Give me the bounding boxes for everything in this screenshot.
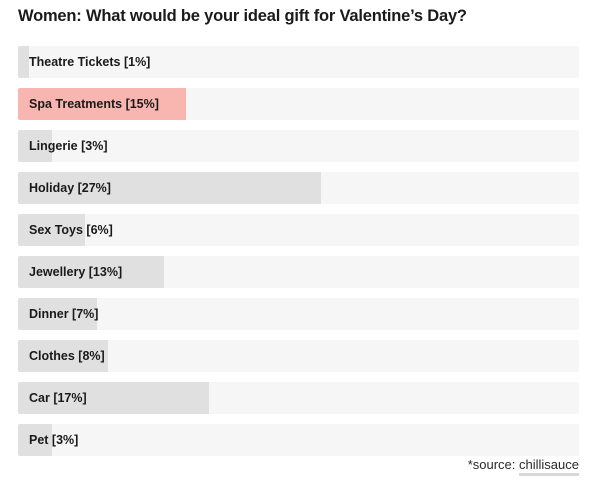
- bar-holiday: [18, 172, 321, 204]
- bar-sex-toys: [18, 214, 85, 246]
- bar-row-lingerie: Lingerie [3%]: [18, 130, 579, 162]
- bar-row-clothes: Clothes [8%]: [18, 340, 579, 372]
- bar-label-lingerie: Lingerie [3%]: [29, 139, 108, 153]
- bar-pet: [18, 424, 52, 456]
- bar-car: [18, 382, 209, 414]
- bar-jewellery: [18, 256, 164, 288]
- chart-title: Women: What would be your ideal gift for…: [18, 7, 467, 25]
- bar-list: Theatre Tickets [1%] Spa Treatments [15%]…: [18, 46, 579, 466]
- bar-spa-treatments: [18, 88, 186, 120]
- bar-row-jewellery: Jewellery [13%]: [18, 256, 579, 288]
- bar-label-spa-treatments: Spa Treatments [15%]: [29, 97, 159, 111]
- bar-label-sex-toys: Sex Toys [6%]: [29, 223, 113, 237]
- bar-label-dinner: Dinner [7%]: [29, 307, 99, 321]
- source-prefix: *source:: [467, 457, 520, 472]
- bar-row-car: Car [17%]: [18, 382, 579, 414]
- bar-label-jewellery: Jewellery [13%]: [29, 265, 123, 279]
- source-note: *source: chillisauce: [467, 457, 579, 476]
- bar-row-holiday: Holiday [27%]: [18, 172, 579, 204]
- bar-label-pet: Pet [3%]: [29, 433, 79, 447]
- bar-row-sex-toys: Sex Toys [6%]: [18, 214, 579, 246]
- bar-clothes: [18, 340, 108, 372]
- bar-label-car: Car [17%]: [29, 391, 87, 405]
- source-link[interactable]: chillisauce: [519, 457, 579, 476]
- bar-label-theatre-tickets: Theatre Tickets [1%]: [29, 55, 151, 69]
- bar-row-spa-treatments: Spa Treatments [15%]: [18, 88, 579, 120]
- bar-label-holiday: Holiday [27%]: [29, 181, 111, 195]
- bar-row-pet: Pet [3%]: [18, 424, 579, 456]
- bar-label-clothes: Clothes [8%]: [29, 349, 105, 363]
- bar-dinner: [18, 298, 97, 330]
- bar-row-dinner: Dinner [7%]: [18, 298, 579, 330]
- bar-theatre-tickets: [18, 46, 29, 78]
- bar-lingerie: [18, 130, 52, 162]
- bar-row-theatre-tickets: Theatre Tickets [1%]: [18, 46, 579, 78]
